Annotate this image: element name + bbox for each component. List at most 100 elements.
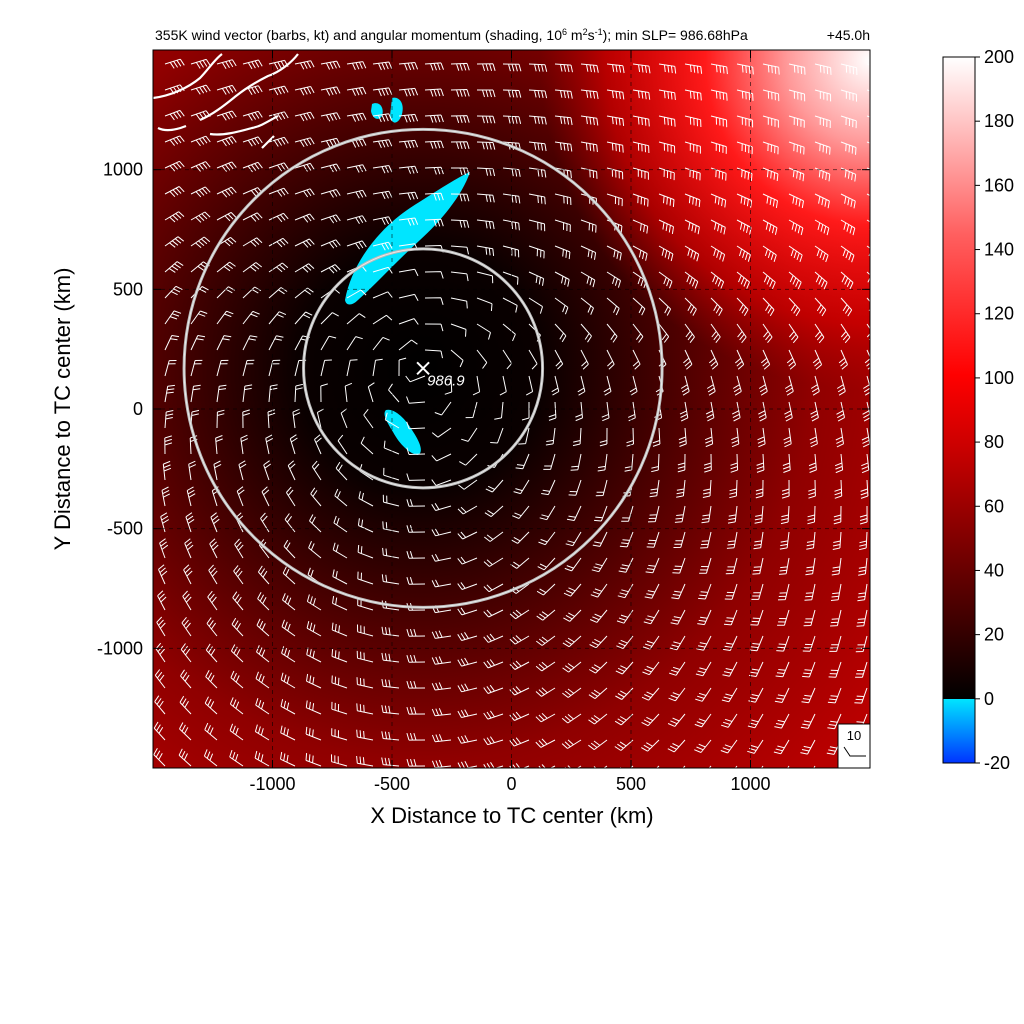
wind-barb bbox=[406, 732, 426, 741]
wind-barb bbox=[632, 297, 646, 316]
wind-barb bbox=[398, 293, 419, 302]
wind-barb bbox=[294, 263, 315, 273]
wind-barb bbox=[268, 85, 289, 96]
wind-barb bbox=[828, 661, 842, 678]
wind-barb bbox=[704, 427, 714, 448]
wind-barb bbox=[502, 63, 522, 72]
wind-barb bbox=[642, 661, 660, 676]
wind-barb bbox=[723, 609, 738, 626]
wind-barb bbox=[814, 141, 831, 155]
wind-barb bbox=[572, 427, 582, 447]
wind-barb bbox=[476, 219, 495, 230]
wind-barb bbox=[606, 115, 625, 126]
wind-barb bbox=[229, 697, 244, 715]
wind-barb bbox=[589, 635, 608, 649]
wind-barb bbox=[727, 505, 738, 524]
wind-barb bbox=[710, 89, 728, 101]
wind-barb bbox=[431, 479, 452, 486]
wind-barb bbox=[372, 216, 393, 225]
wind-barb bbox=[539, 505, 556, 521]
wind-barb bbox=[164, 435, 173, 455]
wind-barb bbox=[830, 583, 842, 601]
wind-barb bbox=[388, 383, 400, 403]
wind-barb bbox=[774, 713, 790, 729]
wind-barb bbox=[231, 617, 244, 637]
wind-barb bbox=[677, 453, 686, 473]
wind-barb bbox=[356, 650, 374, 663]
wind-barb bbox=[710, 193, 727, 208]
wind-barb bbox=[736, 63, 754, 75]
wind-barb bbox=[398, 113, 419, 123]
wind-barb bbox=[310, 487, 322, 507]
wind-barb bbox=[398, 191, 419, 200]
wind-barb bbox=[528, 63, 548, 72]
wind-barb bbox=[855, 661, 868, 678]
wind-barb bbox=[294, 383, 304, 403]
wind-barb bbox=[190, 84, 211, 95]
wind-barb bbox=[181, 616, 192, 637]
wind-barb bbox=[591, 557, 608, 573]
wind-barb bbox=[242, 59, 263, 70]
wind-barb bbox=[320, 86, 341, 96]
wind-barb bbox=[561, 739, 582, 749]
wind-barb bbox=[762, 63, 780, 75]
wind-barb bbox=[406, 473, 426, 481]
wind-barb bbox=[190, 261, 210, 273]
wind-barb bbox=[331, 754, 348, 767]
wind-barb bbox=[431, 503, 452, 511]
wind-barb bbox=[807, 505, 816, 525]
wind-barb bbox=[788, 323, 799, 344]
wind-barb bbox=[372, 165, 393, 174]
wind-barb bbox=[424, 192, 444, 201]
wind-barb bbox=[502, 297, 518, 313]
wind-barb bbox=[502, 323, 516, 342]
wind-barb bbox=[203, 749, 218, 767]
wind-barb bbox=[616, 609, 634, 624]
wind-barb bbox=[164, 211, 185, 223]
wind-barb bbox=[684, 297, 697, 316]
wind-barb bbox=[159, 538, 169, 559]
wind-barb bbox=[528, 115, 547, 125]
wind-barb bbox=[450, 62, 470, 71]
wind-barb bbox=[242, 136, 263, 147]
wind-barb bbox=[803, 609, 816, 627]
wind-barb bbox=[160, 512, 170, 533]
wind-barb bbox=[294, 311, 313, 325]
wind-barb bbox=[406, 577, 426, 585]
wind-barb bbox=[372, 61, 393, 71]
wind-barb bbox=[590, 583, 608, 598]
wind-barb bbox=[406, 680, 426, 689]
wind-barb bbox=[528, 167, 547, 178]
wind-barb bbox=[444, 375, 453, 395]
wind-barb bbox=[752, 557, 764, 575]
colorbar-tick-label: 40 bbox=[984, 560, 1004, 580]
reference-barb-label: 10 bbox=[847, 728, 861, 743]
wind-barb bbox=[810, 375, 820, 396]
wind-barb bbox=[164, 58, 185, 69]
wind-barb bbox=[827, 713, 842, 730]
wind-barb bbox=[684, 193, 701, 208]
wind-barb bbox=[748, 661, 764, 677]
wind-barb bbox=[382, 494, 400, 507]
wind-barb bbox=[179, 695, 192, 715]
wind-barb bbox=[705, 401, 715, 422]
wind-barb bbox=[268, 384, 278, 403]
wind-barb bbox=[431, 427, 452, 438]
wind-barb bbox=[372, 314, 393, 325]
wind-barb bbox=[758, 375, 768, 396]
wind-barb bbox=[831, 557, 842, 576]
wind-barb bbox=[580, 349, 589, 370]
wind-barb bbox=[305, 700, 322, 715]
wind-barb bbox=[554, 141, 573, 152]
wind-barb bbox=[736, 219, 752, 235]
wind-barb bbox=[595, 479, 608, 497]
wind-barb bbox=[736, 167, 753, 181]
wind-barb bbox=[164, 285, 183, 299]
wind-barb bbox=[696, 635, 712, 651]
wind-barb bbox=[294, 162, 315, 172]
wind-barb bbox=[755, 479, 764, 499]
wind-barb bbox=[788, 219, 804, 236]
wind-barb bbox=[346, 289, 367, 299]
wind-barb bbox=[185, 512, 195, 533]
wind-barb bbox=[292, 408, 301, 429]
